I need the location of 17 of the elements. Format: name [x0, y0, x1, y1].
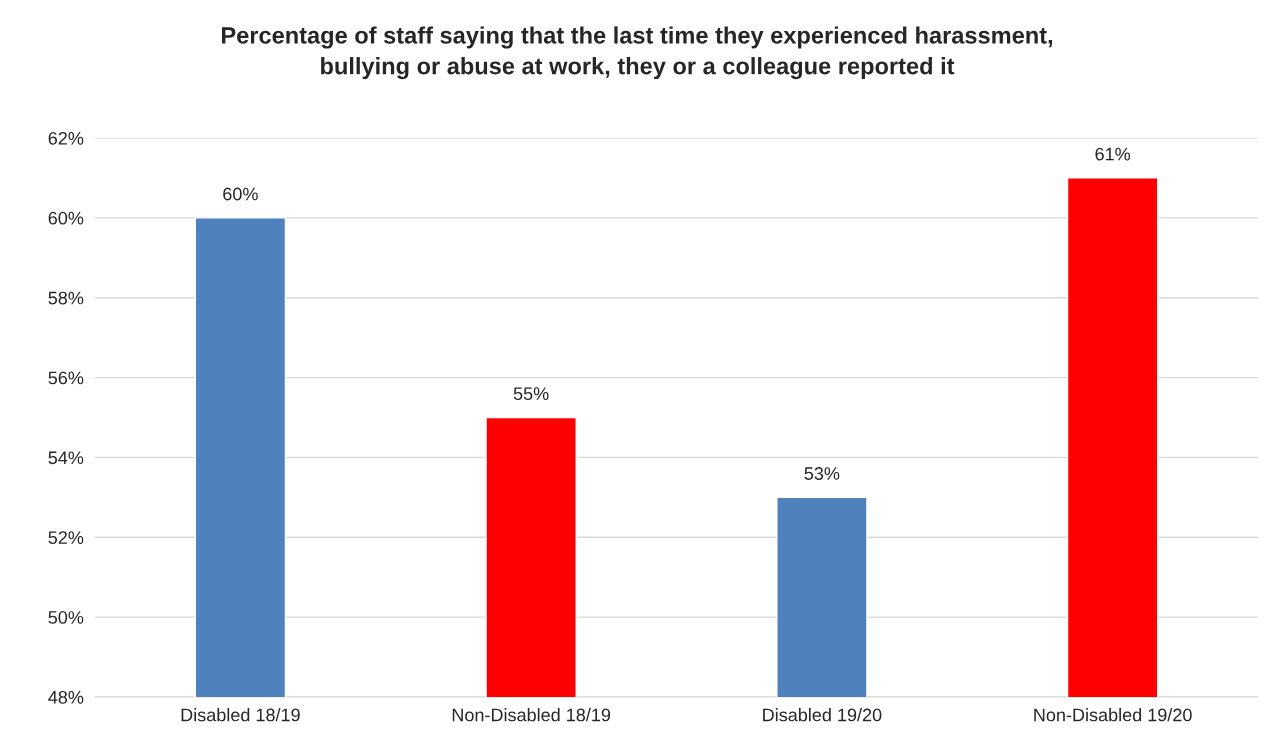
data-label: 61%	[1095, 147, 1131, 161]
y-tick-label: 50%	[48, 611, 84, 624]
x-tick-label: Non-Disabled 19/20	[1034, 708, 1192, 722]
y-tick-label: 60%	[48, 211, 84, 225]
x-tick-label: Disabled 19/20	[763, 708, 882, 722]
data-label: 53%	[804, 467, 840, 480]
y-tick-label: 56%	[48, 371, 84, 385]
y-tick-label: 48%	[48, 690, 84, 704]
y-tick-label: 58%	[48, 291, 84, 305]
x-tick-label: Disabled 18/19	[181, 708, 300, 722]
data-label: 60%	[223, 187, 258, 201]
y-tick-label: 52%	[48, 531, 84, 545]
y-tick-label: 62%	[48, 131, 84, 145]
x-tick-label: Non-Disabled 18/19	[452, 708, 611, 722]
y-tick-label: 54%	[48, 451, 84, 465]
data-label: 55%	[513, 387, 549, 401]
chart-title: Percentage of staff saying that the last time they experienced harassment, bullying or abuse at work, they or a colleague reported it	[222, 26, 1053, 80]
